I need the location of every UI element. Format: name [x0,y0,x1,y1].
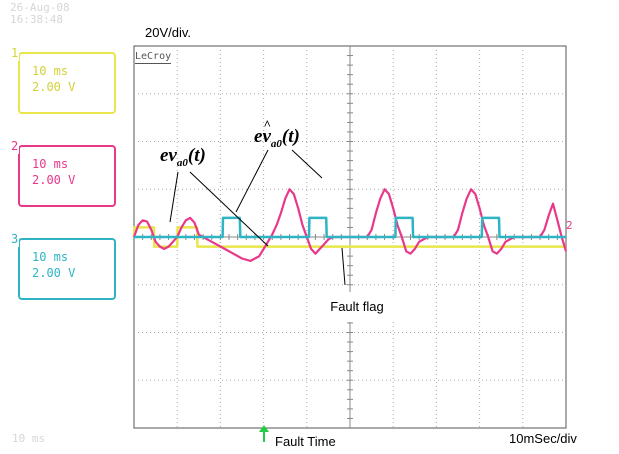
pointer-eq1-to-pink [189,171,269,247]
pointer-fault-flag [341,247,346,286]
eq1-arg: (t) [187,145,206,166]
channel-3-number: 3 [10,231,20,247]
channel-2-marker: 2 [566,219,573,232]
channel-2-timebase: 10 ms [32,157,69,171]
channel-1-number: 1 [10,45,20,61]
annotation-pointers [169,149,346,286]
channel-1-box[interactable]: 1 10 ms 2.00 V [10,45,116,114]
trace-channel-3 [134,216,566,239]
traces [132,188,568,262]
eq1-main: ev [160,145,177,166]
volts-per-div-label: 20V/div. [145,25,192,40]
fault-time-label: Fault Time [275,434,336,449]
eq2-main: e [254,126,263,147]
fault-time-arrow-icon [259,425,269,442]
pointer-eq1-to-yellow [169,171,179,223]
fault-flag-label: Fault flag [313,292,401,322]
eq-measured-voltage: eva0(t) [160,145,206,169]
time-label: 16:38:48 [10,13,63,26]
channel-1-timebase: 10 ms [32,64,69,78]
bottom-timebase-label: 10 ms [12,432,46,445]
channel-3-box[interactable]: 3 10 ms 2.00 V [10,231,116,300]
channel-2-number: 2 [10,138,20,154]
eq2-sub: a0 [270,138,282,150]
channel-2-volts: 2.00 V [32,173,76,187]
timestamp: 26-Aug-08 16:38:48 [10,2,70,26]
time-per-div-label: 10mSec/div [509,431,577,446]
eq1-sub: a0 [176,157,188,169]
channel-1-volts: 2.00 V [32,80,76,94]
date-label: 26-Aug-08 [10,1,70,14]
pointer-eq2-to-pink [235,149,269,213]
eq-estimated-voltage: eva0(t) [254,117,300,150]
brand-logo: LeCroy [135,51,172,64]
channel-3-volts: 2.00 V [32,266,76,280]
eq2-hat: v [262,117,271,148]
eq2-arg: (t) [281,126,300,147]
channel-3-timebase: 10 ms [32,250,69,264]
channel-2-box[interactable]: 2 10 ms 2.00 V [10,138,116,207]
pointer-eq2-to-peak [291,149,323,179]
